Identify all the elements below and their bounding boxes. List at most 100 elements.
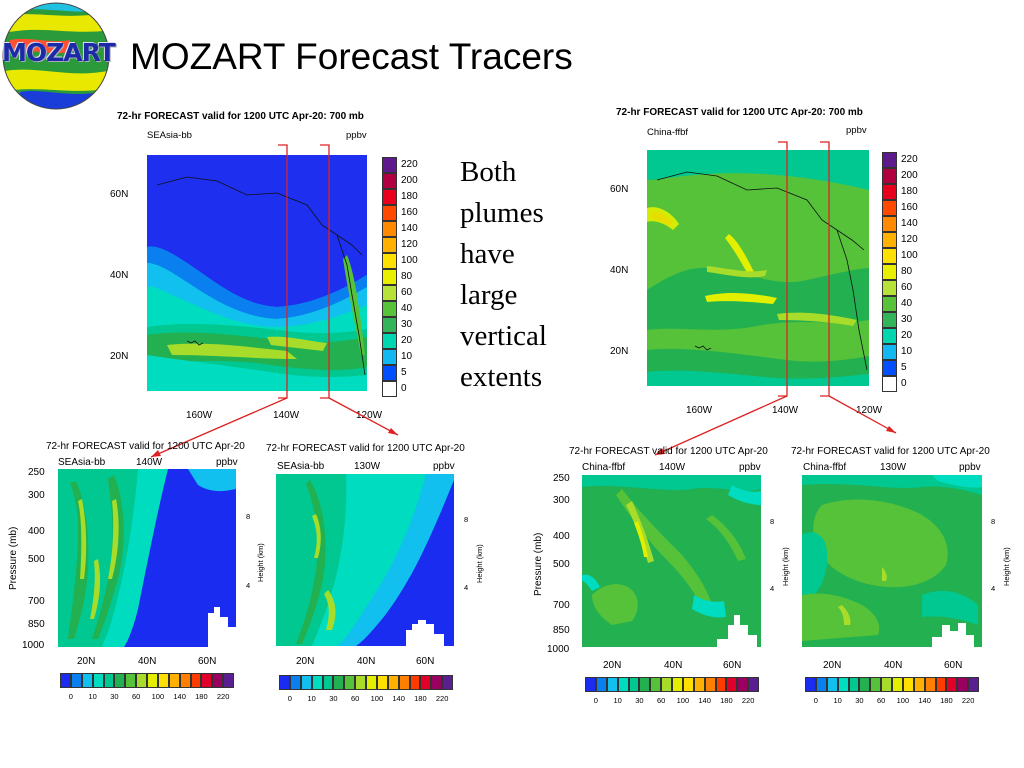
colorbar-swatch (382, 253, 397, 269)
colorbar-swatch (382, 157, 397, 173)
map-lat-label: 60N (610, 184, 629, 195)
colorbar-swatch (870, 677, 882, 692)
slide-title: MOZART Forecast Tracers (130, 36, 573, 77)
colorbar-label: 220 (401, 159, 418, 170)
colorbar-swatch (300, 675, 312, 690)
colorbar-swatch (946, 677, 958, 692)
pressure-tick: 500 (553, 559, 570, 570)
pressure-axis-label: Pressure (mb) (8, 526, 19, 590)
colorbar-swatch (366, 675, 377, 690)
colorbar-swatch (902, 677, 914, 692)
colorbar-swatch (639, 677, 651, 692)
colorbar-label: 220 (435, 694, 449, 703)
colorbar-label: 160 (401, 207, 418, 218)
height-axis-label: Height (km) (1002, 547, 1011, 586)
pressure-axis-label: Pressure (mb) (533, 532, 544, 596)
colorbar-swatch (882, 296, 897, 312)
colorbar-swatch (661, 677, 672, 692)
colorbar-label: 60 (656, 696, 666, 705)
colorbar-swatch (726, 677, 738, 692)
colorbar-label: 0 (593, 696, 598, 705)
colorbar-swatch (382, 269, 397, 285)
colorbar-label: 80 (901, 266, 913, 277)
section-x-label: 60N (723, 660, 742, 671)
colorbar-label: 140 (698, 696, 711, 705)
colorbar-label: 220 (961, 696, 975, 705)
colorbar-label: 10 (901, 346, 913, 357)
height-axis-label: Height (km) (475, 544, 484, 583)
height-axis-label: Height (km) (256, 543, 265, 582)
pressure-tick: 700 (553, 600, 570, 611)
colorbar-label: 140 (401, 223, 418, 234)
height-tick: 8 (770, 517, 775, 526)
colorbar-label: 60 (901, 282, 913, 293)
colorbar-swatch (805, 677, 816, 692)
colorbar-label: 100 (896, 696, 910, 705)
colorbar-swatch (382, 301, 397, 317)
colorbar-label: 180 (414, 694, 427, 703)
colorbar-label: 30 (855, 696, 864, 705)
section-colorbar: 0 10 30 60 100 140 180 220 (60, 673, 234, 701)
section-x-label: 40N (884, 660, 903, 671)
colorbar-label: 140 (901, 218, 918, 229)
colorbar-swatch (957, 677, 969, 692)
side-text-line: large (460, 279, 518, 311)
colorbar-swatch (355, 675, 366, 690)
colorbar-swatch (882, 328, 897, 344)
colorbar-label: 180 (901, 186, 918, 197)
colorbar-label: 180 (195, 692, 208, 701)
colorbar-swatch (882, 312, 897, 328)
colorbar-swatch (344, 675, 356, 690)
colorbar-label: 30 (901, 314, 913, 325)
pressure-tick: 700 (28, 596, 45, 607)
colorbar-label: 220 (741, 696, 755, 705)
map-colorbar: 220 200 180 160 140 120 100 80 60 40 30 20 10 5 0 (382, 157, 418, 397)
colorbar-label: 10 (613, 696, 622, 705)
map-tracer-label: SEAsia-bb (147, 130, 192, 141)
colorbar-swatch (103, 673, 115, 688)
colorbar-label: 40 (401, 303, 413, 314)
map-lat-label: 40N (110, 270, 129, 281)
colorbar-swatch (431, 675, 443, 690)
section-units-label: ppbv (739, 462, 761, 473)
colorbar-swatch (311, 675, 323, 690)
colorbar-swatch (125, 673, 137, 688)
colorbar-swatch (376, 675, 388, 690)
map-lon-label: 140W (772, 405, 799, 416)
colorbar-label: 100 (901, 250, 918, 261)
section-x-label: 20N (77, 656, 96, 667)
colorbar-label: 120 (901, 234, 918, 245)
colorbar-swatch (382, 349, 397, 365)
map-lon-label: 160W (686, 405, 713, 416)
colorbar-swatch (179, 673, 191, 688)
pressure-tick: 400 (28, 526, 45, 537)
section-x-label: 60N (416, 656, 435, 667)
colorbar-swatch (913, 677, 925, 692)
colorbar-swatch (114, 673, 126, 688)
colorbar-swatch (748, 677, 759, 692)
colorbar-swatch (837, 677, 849, 692)
section-plot (276, 474, 454, 646)
logo-text: MOZART (2, 38, 116, 67)
colorbar-swatch (881, 677, 892, 692)
colorbar-label: 60 (401, 287, 413, 298)
colorbar-swatch (223, 673, 234, 688)
section-lon-label: 130W (880, 462, 907, 473)
colorbar-swatch (190, 673, 202, 688)
colorbar-swatch (935, 677, 947, 692)
colorbar-swatch (682, 677, 694, 692)
pressure-tick: 1000 (22, 640, 45, 651)
colorbar-label: 180 (940, 696, 953, 705)
height-tick: 4 (991, 584, 996, 593)
colorbar-label: 30 (401, 319, 413, 330)
pressure-tick: 300 (553, 495, 570, 506)
colorbar-swatch (882, 376, 897, 392)
colorbar-label: 10 (833, 696, 842, 705)
colorbar-label: 200 (401, 175, 418, 186)
section-x-label: 60N (198, 656, 217, 667)
colorbar-label: 30 (329, 694, 338, 703)
colorbar-label: 100 (676, 696, 690, 705)
colorbar-swatch (924, 677, 936, 692)
colorbar-swatch (715, 677, 727, 692)
map-lon-label: 120W (356, 410, 383, 421)
